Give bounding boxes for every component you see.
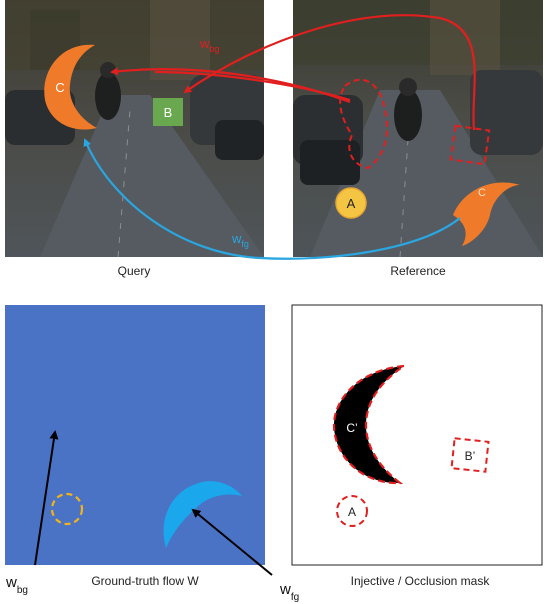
mask-c-crescent [332,364,405,485]
mask-panel: C’ B’ A [291,304,543,566]
flow-caption: Ground-truth flow W [91,574,199,588]
reference-c-label: C [478,187,486,199]
mask-b-label: B’ [465,449,476,463]
query-b-label: B [164,105,173,120]
query-c-label: C [55,80,64,95]
flow-a-dashed-circle [50,492,84,526]
w-fg-arrow [83,138,461,260]
w-fg-pointer-arrow [191,508,273,576]
query-w-bg-label: wbg [199,36,219,54]
mask-caption: Injective / Occlusion mask [351,574,491,588]
query-w-fg-label: wfg [231,231,249,249]
query-caption: Query [118,264,151,278]
query-panel [5,0,264,258]
flow-fg-crescent [163,481,242,548]
query-c-crescent: C [44,44,97,130]
mask-a-dashed-circle [336,495,368,527]
reference-b-dashed-box [449,124,491,166]
mask-c-label: C’ [346,421,357,435]
reference-c-occluded-region [339,78,389,170]
flow-w-fg-label: wfg [279,581,299,603]
w-bg-arrow-b [183,14,476,131]
flow-w-bg-label: wbg [5,574,28,596]
w-bg-pointer-arrow [34,430,59,566]
w-bg-arrow-c-return [154,70,351,102]
flow-panel [5,305,265,565]
reference-panel [293,0,543,258]
reference-c-crescent: C [453,182,520,246]
reference-a-label: A [347,196,356,211]
mask-a-label: A [348,505,356,519]
query-b-square: B [153,98,183,126]
mask-b-dashed-box [450,437,490,473]
reference-caption: Reference [390,264,446,278]
reference-a-marker: A [335,187,367,219]
